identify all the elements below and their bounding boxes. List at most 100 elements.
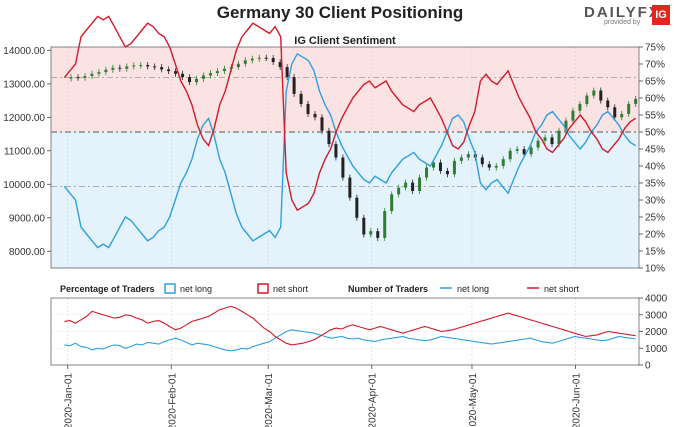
count-series [64,305,636,352]
percent-tick-label: 30% [645,196,665,207]
candle-body [334,144,338,158]
percent-tick-label: 25% [645,213,665,224]
percent-tick-label: 20% [645,230,665,241]
candle-body [634,98,638,104]
date-tick-label: 2020-Jun-01 [572,373,583,427]
candle-body [487,164,491,168]
candle-body [369,231,373,235]
candle-body [564,120,568,131]
count-tick-label: 0 [645,361,651,372]
price-candles [69,54,638,241]
candle-body [160,67,164,70]
candle-body [627,103,631,114]
price-tick-label: 12000.00 [3,113,45,124]
candle-body [69,77,73,79]
candle-body [208,73,212,76]
candle-body [243,60,247,64]
candle-body [557,130,561,145]
price-tick-label: 14000.00 [3,46,45,57]
price-axis: 8000.00 9000.00 10000.00 11000.00 12000.00 13… [3,46,51,258]
count-gridlines [51,297,639,366]
percent-tick-label: 10% [645,264,665,275]
candle-body [132,65,136,67]
candle-body [592,90,596,96]
date-tick-label: 2020-Jan-01 [64,373,75,427]
candle-body [271,58,275,63]
percent-tick-label: 60% [645,94,665,105]
candle-body [292,77,296,94]
price-tick-label: 13000.00 [3,79,45,90]
candle-body [348,177,352,198]
candle-body [76,77,80,79]
dailyfx-logo: DAILYFX provided by IG [584,4,670,26]
candle-body [411,182,415,191]
date-tick-label: 2020-Apr-01 [368,373,379,427]
count-tick-label: 2000 [645,327,668,338]
candle-body [508,150,512,160]
percent-tick-label: 45% [645,145,665,156]
candle-body [445,170,449,175]
percent-tick-label: 70% [645,60,665,71]
candle-body [578,103,582,111]
count-axis: 0 1000 2000 3000 4000 [639,294,668,372]
net-long-pct-line [63,52,637,249]
candle-body [264,57,268,59]
price-tick-label: 10000.00 [3,180,45,191]
legend-pct-heading: Percentage of Traders [60,284,155,294]
legend-net-long-pct-label: net long [180,284,212,294]
candle-body [320,117,324,131]
candle-body [195,78,199,83]
count-tick-label: 4000 [645,294,668,305]
chart-subtitle: IG Client Sentiment [294,35,396,47]
candle-body [418,177,422,191]
candle-body [494,165,498,168]
count-tick-label: 1000 [645,344,668,355]
candle-body [83,76,87,78]
net-long-count-line [64,329,636,352]
candle-body [620,113,624,118]
candle-body [515,149,519,151]
candle-body [536,140,540,148]
date-axis: 2020-Jan-01 2020-Feb-01 2020-Mar-01 2020-Ap… [64,365,583,427]
price-tick-label: 11000.00 [4,146,45,157]
candle-body [599,90,603,101]
net-short-count-line [64,305,636,346]
candle-body [313,113,317,118]
legend-net-long-count-label: net long [457,284,489,294]
percent-tick-label: 35% [645,179,665,190]
candle-body [90,73,94,77]
logo-subtext: provided by [604,19,641,26]
date-tick-label: 2020-May-01 [468,373,479,427]
date-tick-label: 2020-Mar-01 [264,373,275,427]
net-short-pct-line [63,15,637,212]
candle-body [236,63,240,68]
legend: Percentage of Traders net long net short… [60,283,580,294]
price-tick-label: 8000.00 [9,247,46,258]
candle-body [278,62,282,68]
candle-body [613,107,617,118]
candle-body [285,67,289,78]
logo-text: DAILYFX [584,4,661,21]
candle-body [125,66,129,69]
date-tick-label: 2020-Feb-01 [167,373,178,427]
legend-net-long-pct-swatch [164,283,176,294]
candle-body [480,157,484,165]
candle-body [181,73,185,78]
candle-body [529,147,533,155]
candle-body [174,71,178,74]
candle-body [383,211,387,238]
candle-body [585,95,589,104]
candle-body [118,67,122,69]
candle-body [459,157,463,161]
count-tick-label: 3000 [645,310,668,321]
candle-body [571,110,575,121]
candle-body [153,66,157,68]
candle-body [606,100,610,108]
candle-body [425,167,429,178]
candle-body [543,137,547,141]
candle-body [355,197,359,218]
legend-net-short-count-label: net short [544,284,580,294]
candle-body [404,182,408,188]
candle-body [452,160,456,175]
candle-body [299,93,303,104]
